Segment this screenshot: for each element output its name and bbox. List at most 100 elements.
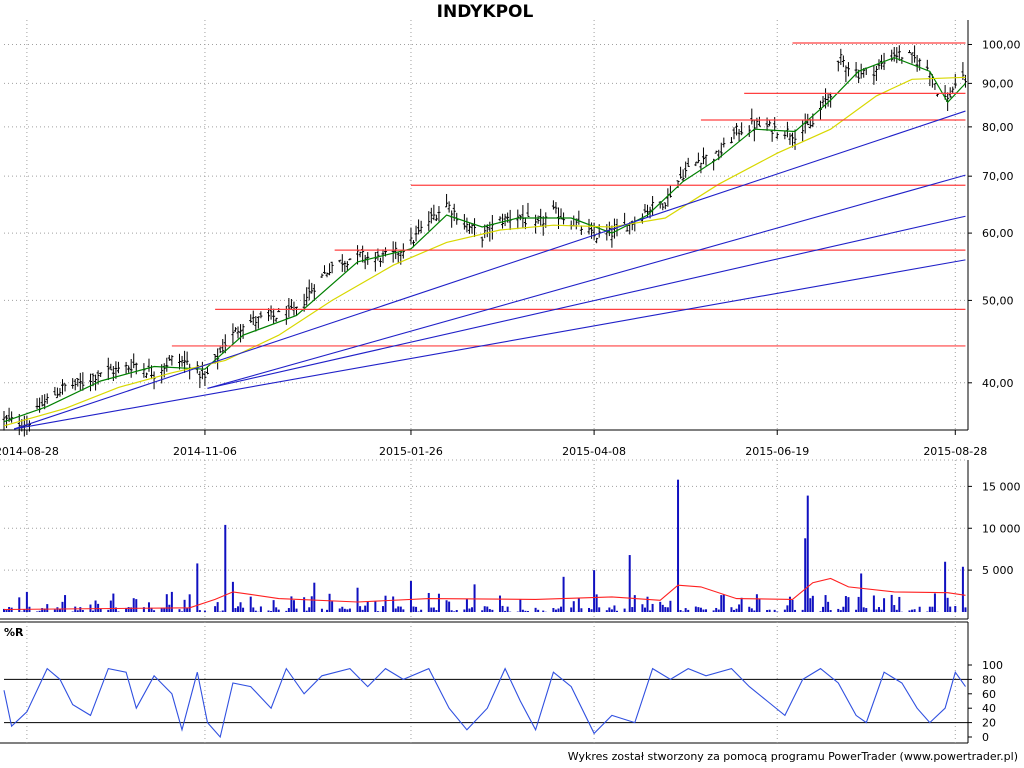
volume-bar bbox=[239, 602, 242, 612]
volume-bar bbox=[679, 610, 682, 612]
price-bar bbox=[305, 287, 309, 306]
volume-bar bbox=[684, 608, 687, 612]
price-bar bbox=[714, 150, 718, 154]
volume-bar bbox=[918, 606, 921, 612]
price-bar bbox=[755, 117, 759, 129]
volume-bar bbox=[801, 609, 804, 612]
volume-bar bbox=[112, 593, 115, 612]
price-bar bbox=[106, 357, 110, 381]
trend-line bbox=[13, 110, 966, 430]
price-bar bbox=[378, 257, 382, 267]
volume-bar bbox=[399, 606, 402, 612]
volume-bar bbox=[661, 604, 664, 612]
price-bar bbox=[913, 45, 917, 63]
volume-bar bbox=[427, 592, 430, 612]
x-tick-label: 2015-06-19 bbox=[745, 445, 809, 458]
price-bar bbox=[152, 371, 156, 390]
price-bar bbox=[536, 215, 540, 224]
volume-bar bbox=[722, 594, 725, 612]
volume-bar bbox=[356, 587, 359, 612]
price-bar bbox=[53, 386, 57, 396]
price-bar bbox=[554, 202, 558, 214]
williams-r-line bbox=[3, 667, 966, 739]
price-bar bbox=[790, 132, 794, 148]
price-bar bbox=[358, 251, 362, 258]
volume-bar bbox=[872, 595, 875, 612]
volume-bar bbox=[76, 610, 79, 612]
volume-bar bbox=[402, 609, 405, 612]
volume-bar bbox=[651, 603, 654, 612]
volume-bar bbox=[961, 566, 964, 612]
price-bar bbox=[45, 393, 49, 404]
volume-bar bbox=[150, 607, 153, 612]
volume-bar bbox=[735, 608, 738, 612]
volume-bar bbox=[186, 608, 189, 612]
price-bar bbox=[821, 96, 825, 107]
volume-bar bbox=[38, 610, 41, 612]
price-bar bbox=[704, 154, 708, 166]
volume-bar bbox=[570, 607, 573, 612]
volume-bar bbox=[290, 596, 293, 612]
volume-bar bbox=[430, 607, 433, 612]
volume-bar bbox=[132, 598, 135, 612]
volume-bar bbox=[827, 601, 830, 612]
volume-bar bbox=[453, 611, 456, 612]
volume-bar bbox=[237, 606, 240, 612]
volume-bar bbox=[308, 607, 311, 612]
price-bar bbox=[249, 314, 253, 323]
volume-bar bbox=[560, 606, 563, 612]
price-bar bbox=[345, 261, 349, 271]
volume-bar bbox=[855, 609, 858, 612]
price-bar bbox=[320, 273, 324, 278]
price-bar bbox=[592, 222, 596, 240]
volume-bar bbox=[242, 607, 245, 612]
volume-bar bbox=[364, 605, 367, 612]
volume-bar bbox=[954, 606, 957, 612]
volume-bar bbox=[880, 609, 883, 612]
volume-bar bbox=[267, 610, 270, 612]
volume-bar bbox=[732, 609, 735, 612]
price-bar bbox=[40, 395, 44, 407]
volume-bar bbox=[346, 609, 349, 612]
volume-bar bbox=[234, 608, 237, 612]
price-bar bbox=[907, 50, 911, 54]
volume-bar bbox=[811, 595, 814, 612]
volume-bar bbox=[862, 607, 865, 612]
price-bar bbox=[681, 169, 685, 182]
volume-bar bbox=[231, 581, 234, 612]
volume-bar bbox=[666, 607, 669, 612]
volume-bar bbox=[366, 601, 369, 612]
price-bar bbox=[948, 87, 952, 98]
volume-y-tick-label: 5 000 bbox=[982, 564, 1014, 577]
volume-bar bbox=[381, 606, 384, 612]
price-bar bbox=[729, 137, 733, 144]
volume-bar bbox=[768, 609, 771, 612]
volume-bar bbox=[483, 606, 486, 612]
volume-bar bbox=[524, 610, 527, 612]
volume-bar bbox=[605, 610, 608, 612]
volume-bar bbox=[715, 607, 718, 612]
price-bar bbox=[61, 379, 65, 395]
volume-bar bbox=[79, 607, 82, 612]
price-bar bbox=[915, 55, 919, 72]
volume-bar bbox=[160, 608, 163, 612]
price-bar bbox=[63, 383, 67, 392]
volume-bar bbox=[275, 607, 278, 612]
price-bar bbox=[661, 203, 665, 211]
price-bar bbox=[783, 130, 787, 140]
price-bar bbox=[854, 62, 858, 78]
price-bar bbox=[409, 227, 413, 245]
price-bar bbox=[348, 258, 352, 261]
volume-bar bbox=[135, 599, 138, 612]
volume-bar bbox=[46, 604, 49, 612]
price-bar bbox=[607, 221, 611, 237]
oscillator-y-tick-label: 60 bbox=[982, 688, 996, 701]
volume-bar bbox=[224, 524, 227, 612]
price-bar bbox=[144, 372, 148, 379]
volume-bar bbox=[445, 600, 448, 612]
price-bar bbox=[437, 206, 441, 222]
trend-line bbox=[14, 259, 966, 430]
price-bar bbox=[99, 372, 103, 378]
trend-line bbox=[207, 174, 966, 389]
price-bar bbox=[539, 208, 543, 226]
